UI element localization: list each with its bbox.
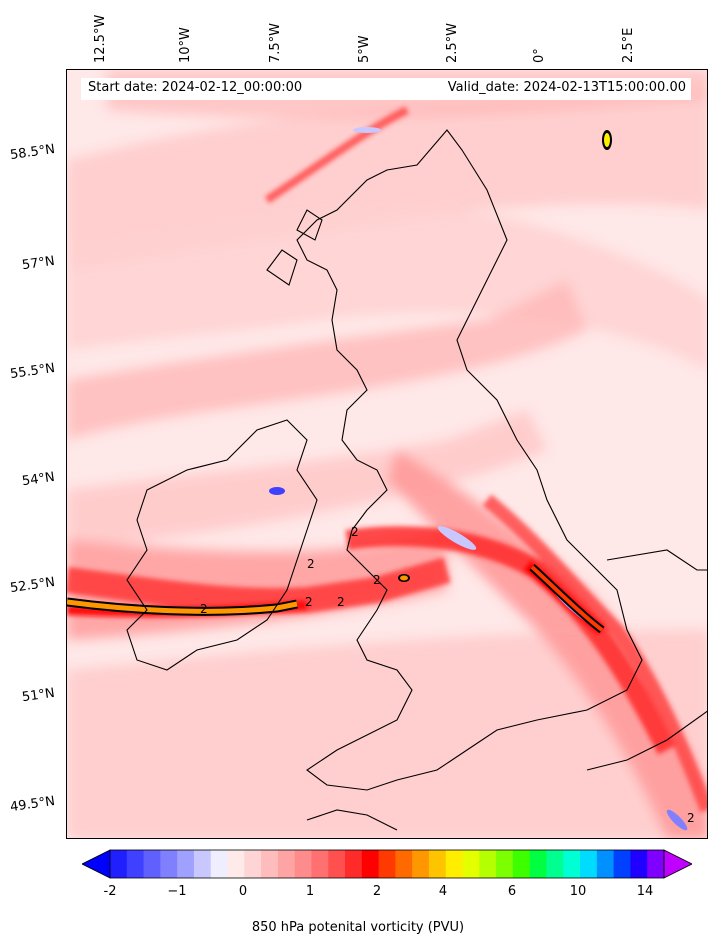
colorbar-tick-label: 2	[372, 884, 382, 899]
colorbar-segment	[412, 850, 430, 878]
colorbar-segment	[512, 850, 531, 878]
colorbar-segment	[428, 850, 447, 878]
longitude-label: 0°	[532, 48, 547, 63]
pv-high-features	[67, 130, 612, 634]
colorbar-segment	[613, 850, 631, 878]
contour-label: 2	[687, 811, 695, 825]
map-panel: 2 2 2 2 2 2 2 2	[66, 69, 708, 839]
longitude-label: 2.5°W	[445, 22, 460, 63]
latitude-label: 58.5°N	[9, 141, 56, 164]
contour-label: 2	[337, 595, 345, 609]
colorbar-outline	[109, 849, 665, 879]
colorbar-segment	[193, 850, 212, 878]
colorbar-tick-label: 6	[507, 884, 517, 899]
start-date-label: Start date: 2024-02-12_00:00:00	[88, 80, 303, 95]
colorbar-tick-label: 14	[636, 884, 654, 899]
colorbar-segment	[479, 850, 497, 878]
colorbar-tick-label: 4	[438, 884, 448, 899]
longitude-label: 2.5°E	[621, 27, 636, 63]
colorbar-segment	[496, 850, 514, 878]
colorbar-segment	[143, 850, 161, 878]
colorbar-segment	[647, 850, 665, 878]
latitude-label: 51°N	[21, 685, 56, 706]
colorbar-segment	[546, 850, 564, 878]
colorbar-tick-label: 10	[569, 884, 587, 899]
colorbar-segment	[210, 850, 229, 878]
colorbar-segment	[529, 850, 547, 878]
colorbar-segment	[462, 850, 480, 878]
longitude-label: 5°W	[357, 35, 372, 63]
contour-label: 2	[373, 573, 381, 587]
colorbar-segment	[160, 850, 178, 878]
colorbar-segment	[563, 850, 581, 878]
colorbar-segment	[244, 850, 262, 878]
colorbar-tick-label: -2	[103, 884, 117, 899]
colorbar-segment	[294, 850, 312, 878]
colorbar-segment	[395, 850, 413, 878]
colorbar-segment	[227, 850, 245, 878]
colorbar-label: 850 hPa potenital vorticity (PVU)	[251, 920, 465, 935]
colorbar-tick-label: 0	[238, 884, 248, 899]
colorbar-segment	[361, 850, 380, 878]
contour-label: 2	[351, 525, 359, 539]
colorbar-segment	[630, 850, 648, 878]
colorbar-segment	[277, 850, 296, 878]
latitude-label: 55.5°N	[9, 360, 56, 383]
colorbar-min-arrow	[82, 849, 111, 879]
colorbar-segment	[580, 850, 598, 878]
colorbar-segment	[596, 850, 615, 878]
colorbar-segment	[311, 850, 329, 878]
valid-date-label: Valid_date: 2024-02-13T15:00:00.00	[447, 80, 686, 95]
colorbar-segment	[345, 850, 363, 878]
latitude-label: 54°N	[21, 469, 56, 490]
coastlines	[126, 129, 707, 831]
colorbar-tick-label: 1	[305, 884, 315, 899]
colorbar-tick-label: −1	[167, 884, 187, 899]
colorbar-max-arrow	[663, 849, 692, 879]
contour-label: 2	[200, 602, 208, 616]
pv-map: 2 2 2 2 2 2 2 2	[67, 70, 707, 838]
contour-label: 2	[307, 557, 315, 571]
colorbar-segment	[445, 850, 464, 878]
longitude-label: 12.5°W	[93, 14, 108, 63]
colorbar-segment	[378, 850, 396, 878]
latitude-label: 49.5°N	[9, 793, 56, 816]
pv-shading	[67, 70, 707, 838]
colorbar-segment	[261, 850, 279, 878]
latitude-label: 57°N	[21, 253, 56, 274]
date-banner	[81, 78, 691, 100]
contour-label: 2	[305, 595, 313, 609]
longitude-label: 7.5°W	[268, 22, 283, 63]
latitude-label: 52.5°N	[9, 574, 56, 597]
colorbar-segment	[126, 850, 145, 878]
longitude-label: 10°W	[178, 27, 193, 63]
colorbar-segment	[177, 850, 195, 878]
colorbar-segment	[110, 850, 128, 878]
colorbar	[82, 849, 692, 879]
colorbar-segment	[328, 850, 346, 878]
contour-labels: 2 2 2 2 2 2 2 2	[200, 525, 695, 825]
